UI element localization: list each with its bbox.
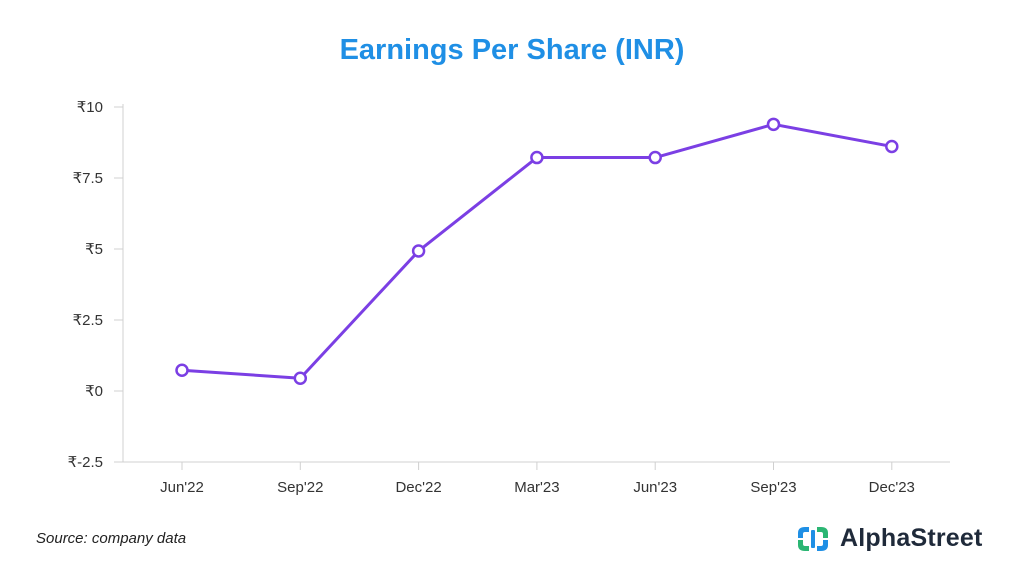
data-point bbox=[648, 150, 662, 165]
data-point bbox=[411, 244, 426, 258]
x-tick-label: Jun'23 bbox=[633, 479, 677, 496]
x-tick-label: Sep'23 bbox=[750, 479, 796, 496]
y-tick-label: ₹10 bbox=[77, 99, 103, 116]
y-tick-label: ₹7.5 bbox=[73, 170, 103, 187]
alphastreet-logo-icon bbox=[798, 526, 828, 551]
y-tick-label: ₹-2.5 bbox=[68, 454, 103, 471]
x-tick-label: Jun'22 bbox=[160, 479, 204, 496]
x-tick-label: Dec'23 bbox=[869, 479, 915, 496]
brand-name: AlphaStreet bbox=[840, 524, 983, 552]
data-point bbox=[293, 371, 308, 385]
y-tick-label: ₹2.5 bbox=[73, 312, 103, 329]
y-tick-label: ₹0 bbox=[85, 383, 103, 400]
y-tick-label: ₹5 bbox=[85, 241, 103, 258]
x-tick-label: Sep'22 bbox=[277, 479, 323, 496]
brand-logo: AlphaStreet bbox=[796, 524, 983, 553]
data-point bbox=[530, 150, 544, 165]
data-point bbox=[766, 117, 781, 132]
source-note: Source: company data bbox=[36, 530, 187, 547]
x-tick-label: Dec'22 bbox=[395, 479, 441, 496]
chart-title: Earnings Per Share (INR) bbox=[339, 34, 685, 66]
data-point bbox=[175, 363, 189, 378]
data-point bbox=[885, 139, 899, 154]
x-tick-label: Mar'23 bbox=[514, 479, 559, 496]
